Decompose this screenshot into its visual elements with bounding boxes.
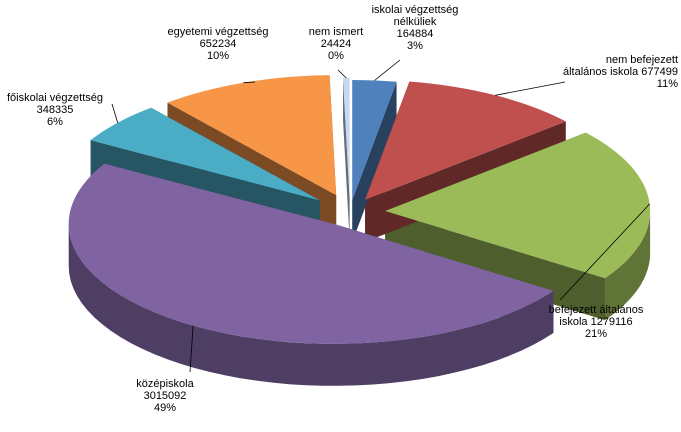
leader-line-secondary — [189, 325, 194, 373]
leader-line-finished-primary — [559, 203, 650, 301]
slice-edge-unknown-0 — [343, 78, 350, 241]
leader-line-no-schooling — [374, 59, 401, 81]
leader-line-unknown — [337, 69, 347, 79]
slice-no-schooling — [352, 80, 397, 201]
leader-line-college — [111, 103, 119, 123]
slice-secondary — [68, 163, 554, 344]
label-finished-primary: befejezett általános iskola 1279116 21% — [548, 304, 644, 340]
label-secondary: középiskola 3015092 49% — [136, 378, 194, 414]
label-unfinished-primary: nem befejezett általános iskola 677499 1… — [563, 54, 678, 90]
slice-side-finished-primary — [605, 211, 651, 321]
leader-line-university — [243, 81, 256, 84]
slice-edge-no-schooling-1 — [352, 81, 397, 243]
label-no-schooling: iskolai végzettség nélküliek 164884 3% — [371, 4, 459, 52]
slice-college — [90, 107, 320, 201]
label-college: főiskolai végzettség 348335 6% — [7, 92, 103, 128]
label-university: egyetemi végzettség 652234 10% — [167, 26, 269, 62]
label-unknown: nem ismert 24424 0% — [308, 26, 364, 62]
slice-unknown — [343, 78, 350, 199]
slice-university — [167, 75, 337, 196]
slice-finished-primary — [385, 132, 651, 279]
leader-line-unfinished-primary — [495, 81, 566, 96]
slice-unfinished-primary — [365, 81, 566, 200]
slice-side-secondary — [68, 223, 554, 386]
